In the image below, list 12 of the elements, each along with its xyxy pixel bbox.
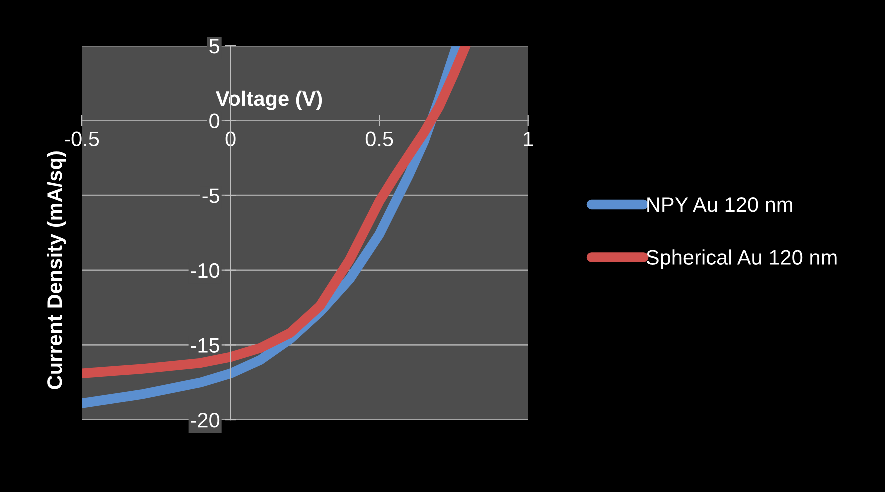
y-tick-label: -15: [191, 338, 220, 353]
y-tick-label: -10: [191, 263, 220, 278]
y-tick-label: -5: [202, 188, 220, 204]
x-tick-label: 0.5: [366, 132, 394, 147]
y-tick-label: 0: [210, 114, 220, 129]
legend-label: Spherical Au 120 nm: [646, 250, 837, 270]
y-tick-label: 5: [210, 39, 220, 54]
legend-label: NPY Au 120 nm: [648, 197, 792, 212]
y-axis-title: Current Density (mA/sq): [47, 152, 66, 390]
x-tick-label: -0.5: [65, 132, 100, 147]
x-tick-label: 1: [524, 132, 534, 146]
y-tick-label: -20: [191, 413, 220, 428]
